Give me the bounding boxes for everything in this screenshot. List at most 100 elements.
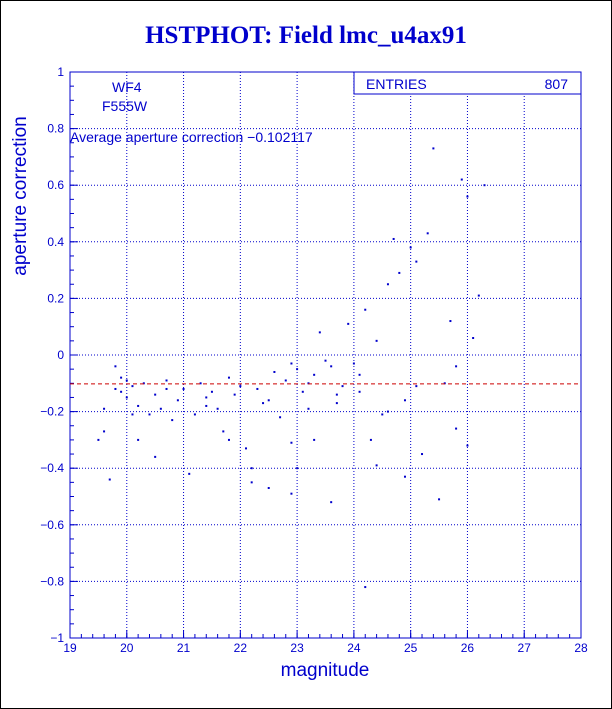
data-point — [216, 407, 219, 410]
data-point — [421, 453, 424, 456]
data-point — [222, 430, 225, 433]
data-point — [443, 382, 446, 385]
data-point — [159, 407, 162, 410]
data-point — [415, 260, 418, 263]
data-point — [398, 271, 401, 274]
data-point — [137, 404, 140, 407]
data-point — [330, 501, 333, 504]
data-point — [307, 382, 310, 385]
data-point — [142, 382, 145, 385]
tick-labels: 19 20 21 22 23 24 25 26 27 28 −1 −0.8 −0.6 −0.4 −0.2 0 0… — [40, 65, 588, 655]
data-point — [245, 447, 248, 450]
data-point — [137, 438, 140, 441]
y-tick-label: −0.8 — [40, 574, 64, 588]
data-point — [455, 427, 458, 430]
data-point — [483, 184, 486, 187]
data-point — [131, 385, 134, 388]
data-point — [290, 362, 293, 365]
data-point — [296, 368, 299, 371]
data-point — [369, 438, 372, 441]
data-point — [358, 373, 361, 376]
x-axis-title: magnitude — [281, 660, 370, 681]
average-annotation: Average aperture correction −0.102117 — [70, 129, 313, 145]
data-point — [114, 365, 117, 368]
data-point — [199, 382, 202, 385]
data-point — [352, 362, 355, 365]
data-point — [477, 294, 480, 297]
data-point — [466, 444, 469, 447]
data-point — [301, 390, 304, 393]
data-point — [364, 308, 367, 311]
data-point — [438, 498, 441, 501]
data-point — [125, 396, 128, 399]
y-tick-label: −0.4 — [40, 461, 64, 475]
data-point — [120, 390, 123, 393]
data-point — [154, 455, 157, 458]
data-point — [460, 178, 463, 181]
data-point — [176, 399, 179, 402]
x-tick-label: 20 — [120, 641, 134, 655]
x-tick-label: 21 — [177, 641, 191, 655]
data-point — [341, 385, 344, 388]
data-point — [233, 393, 236, 396]
y-tick-label: −0.2 — [40, 405, 64, 419]
data-point — [279, 416, 282, 419]
data-point — [290, 492, 293, 495]
data-point — [103, 407, 106, 410]
data-point — [154, 393, 157, 396]
data-point — [386, 410, 389, 413]
x-tick-label: 27 — [518, 641, 532, 655]
x-tick-label: 22 — [234, 641, 248, 655]
data-point — [97, 438, 100, 441]
x-tick-label: 23 — [290, 641, 304, 655]
data-point — [267, 487, 270, 490]
data-point — [205, 404, 208, 407]
axis-ticks — [69, 71, 582, 639]
data-point — [455, 365, 458, 368]
data-point — [273, 370, 276, 373]
data-point — [313, 438, 316, 441]
chip-label: WF4 — [112, 79, 142, 95]
data-point — [347, 322, 350, 325]
stats-entries-label: ENTRIES — [366, 76, 427, 92]
data-point — [415, 385, 418, 388]
data-point — [335, 402, 338, 405]
data-point — [324, 359, 327, 362]
y-axis-title: aperture correction — [10, 116, 31, 275]
y-tick-label: 0.4 — [47, 235, 64, 249]
y-tick-label: 1 — [57, 65, 64, 79]
data-point — [307, 407, 310, 410]
data-point — [403, 475, 406, 478]
data-point — [227, 376, 230, 379]
data-point — [267, 399, 270, 402]
data-point — [256, 387, 259, 390]
data-point — [193, 413, 196, 416]
stats-entries-value: 807 — [545, 76, 569, 92]
x-tick-label: 24 — [347, 641, 361, 655]
data-point — [375, 464, 378, 467]
x-tick-label: 19 — [63, 641, 77, 655]
data-point — [330, 365, 333, 368]
y-tick-label: −0.6 — [40, 518, 64, 532]
data-point — [364, 586, 367, 589]
data-point — [239, 385, 242, 388]
data-point — [108, 478, 111, 481]
data-point — [284, 379, 287, 382]
data-point — [250, 467, 253, 470]
data-point — [426, 232, 429, 235]
x-tick-label: 26 — [461, 641, 475, 655]
data-point — [409, 246, 412, 249]
data-point — [375, 339, 378, 342]
data-point — [188, 472, 191, 475]
data-point — [103, 430, 106, 433]
data-point — [296, 467, 299, 470]
filter-label: F555W — [102, 98, 148, 114]
chart-title: HSTPHOT: Field lmc_u4ax91 — [145, 22, 467, 49]
x-tick-label: 28 — [574, 641, 588, 655]
data-point — [472, 337, 475, 340]
grid-lines — [70, 72, 581, 638]
y-tick-label: 0.8 — [47, 122, 64, 136]
data-point — [120, 376, 123, 379]
y-tick-label: 0.2 — [47, 291, 64, 305]
